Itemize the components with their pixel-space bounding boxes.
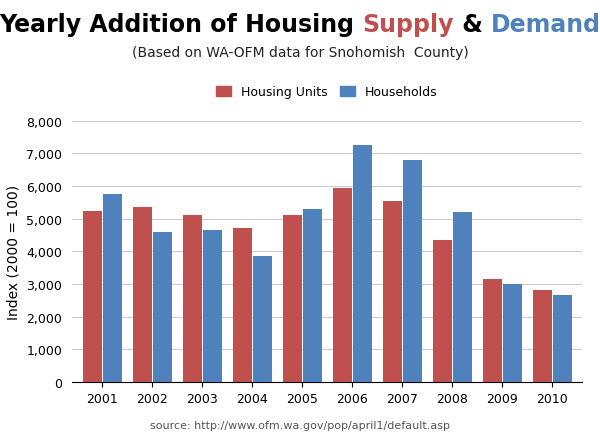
Legend: Housing Units, Households: Housing Units, Households	[211, 81, 443, 104]
Bar	[182, 215, 202, 382]
Text: (Based on WA-OFM data for Snohomish  County): (Based on WA-OFM data for Snohomish Coun…	[131, 46, 469, 59]
Bar	[283, 216, 302, 382]
Bar	[533, 291, 551, 382]
Text: &: &	[454, 13, 491, 37]
Bar	[353, 146, 371, 382]
Bar	[83, 211, 101, 382]
Bar	[103, 195, 121, 382]
Bar	[433, 240, 452, 382]
Bar	[403, 161, 422, 382]
Text: Demand: Demand	[491, 13, 600, 37]
Y-axis label: Index (2000 = 100): Index (2000 = 100)	[7, 184, 21, 319]
Bar	[452, 213, 472, 382]
Bar	[302, 210, 322, 382]
Text: source: http://www.ofm.wa.gov/pop/april1/default.asp: source: http://www.ofm.wa.gov/pop/april1…	[150, 420, 450, 430]
Bar	[503, 284, 521, 382]
Bar	[332, 188, 352, 382]
Bar	[133, 208, 151, 382]
Bar	[203, 230, 221, 382]
Text: Supply: Supply	[362, 13, 454, 37]
Bar	[383, 201, 401, 382]
Text: Yearly Addition of Housing: Yearly Addition of Housing	[0, 13, 362, 37]
Bar	[253, 256, 271, 382]
Bar	[553, 296, 571, 382]
Bar	[233, 229, 251, 382]
Bar	[482, 279, 502, 382]
Bar	[152, 232, 172, 382]
